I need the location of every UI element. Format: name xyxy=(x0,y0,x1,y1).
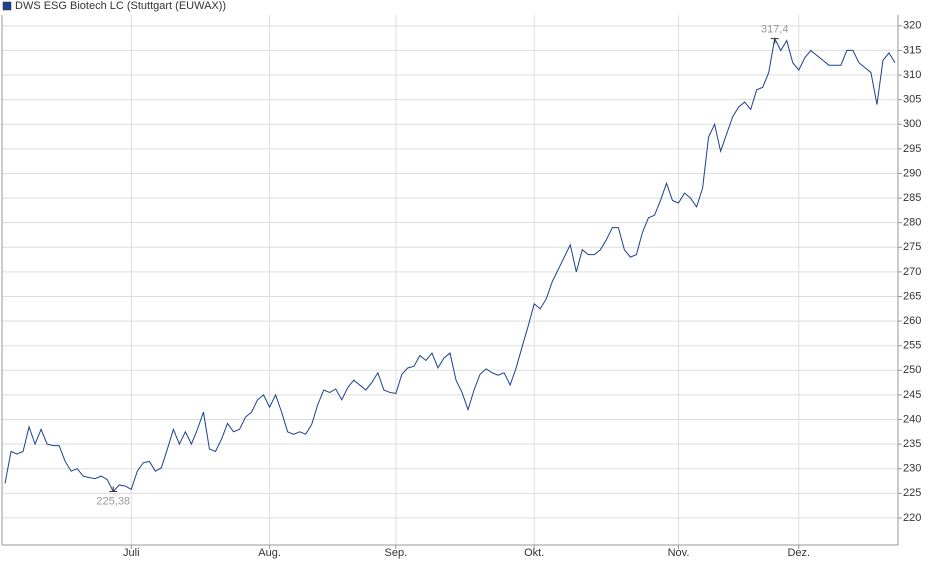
x-tick-label: Okt. xyxy=(524,547,544,559)
y-tick-label: 280 xyxy=(903,217,921,229)
y-tick-label: 225 xyxy=(903,487,921,499)
y-tick-label: 240 xyxy=(903,413,921,425)
y-tick-label: 260 xyxy=(903,315,921,327)
value-label: 225,38 xyxy=(96,495,130,507)
x-tick-label: Dez. xyxy=(787,547,810,559)
x-tick-label: Nov. xyxy=(668,547,690,559)
y-tick-label: 320 xyxy=(903,20,921,32)
legend-label: DWS ESG Biotech LC (Stuttgart (EUWAX)) xyxy=(15,0,226,12)
x-tick-label: Sep. xyxy=(385,547,408,559)
y-tick-label: 315 xyxy=(903,44,921,56)
y-tick-label: 295 xyxy=(903,143,921,155)
x-tick-label: Juli xyxy=(123,547,140,559)
y-tick-label: 220 xyxy=(903,512,921,524)
y-tick-label: 270 xyxy=(903,266,921,278)
x-tick-label: Aug. xyxy=(258,547,281,559)
y-tick-label: 305 xyxy=(903,94,921,106)
y-tick-label: 290 xyxy=(903,167,921,179)
y-tick-label: 250 xyxy=(903,364,921,376)
y-tick-label: 245 xyxy=(903,389,921,401)
y-tick-label: 310 xyxy=(903,69,921,81)
y-tick-label: 275 xyxy=(903,241,921,253)
line-series xyxy=(4,37,896,493)
legend-swatch xyxy=(2,1,12,11)
value-label: 317,4 xyxy=(761,24,789,36)
y-tick-label: 255 xyxy=(903,340,921,352)
y-tick-label: 300 xyxy=(903,118,921,130)
y-tick-label: 265 xyxy=(903,290,921,302)
y-tick-label: 235 xyxy=(903,438,921,450)
y-tick-label: 285 xyxy=(903,192,921,204)
y-tick-label: 230 xyxy=(903,463,921,475)
